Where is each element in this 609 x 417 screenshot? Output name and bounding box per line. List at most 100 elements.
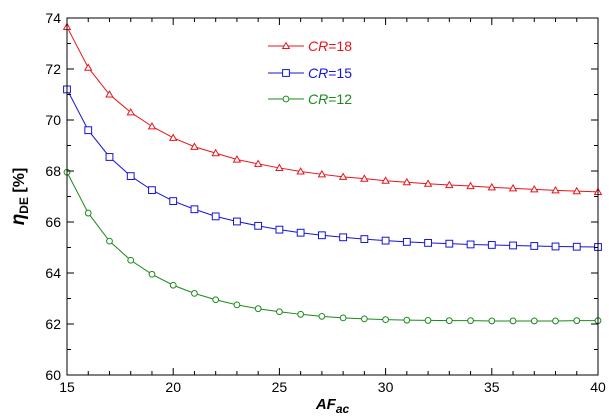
y-axis-title-main: η <box>8 214 29 226</box>
x-tick-label: 30 <box>378 379 394 395</box>
y-tick-label: 66 <box>45 214 61 230</box>
data-point <box>445 239 454 248</box>
data-point <box>169 281 177 289</box>
y-tick-label: 70 <box>45 112 61 128</box>
series-1 <box>62 22 603 195</box>
legend-item: CR=12 <box>268 91 352 107</box>
data-point <box>551 185 560 194</box>
legend-label-var: CR <box>308 38 328 54</box>
data-point <box>424 317 432 324</box>
data-point <box>212 296 220 304</box>
data-point <box>445 180 454 189</box>
data-point <box>190 142 199 150</box>
x-tick-label: 25 <box>272 379 288 395</box>
data-point <box>467 317 474 325</box>
data-point <box>211 212 220 221</box>
x-tick-label: 20 <box>165 379 181 395</box>
data-point <box>360 174 369 182</box>
y-axis-title: ηDE [%] <box>8 168 31 226</box>
data-point <box>360 315 368 323</box>
data-point <box>84 209 92 217</box>
data-point <box>445 317 453 325</box>
y-axis-title-unit: [%] <box>11 168 28 197</box>
series-3 <box>63 168 602 325</box>
data-point <box>148 186 156 195</box>
legend-marker <box>282 69 290 77</box>
legend-label-value: =15 <box>328 65 352 81</box>
data-point <box>275 225 284 234</box>
data-point <box>423 179 433 187</box>
legend-marker <box>281 41 291 50</box>
data-point <box>572 186 582 195</box>
data-point <box>232 155 242 163</box>
y-tick-label: 64 <box>45 265 61 281</box>
data-point <box>530 317 538 325</box>
y-tick-label: 68 <box>45 163 61 179</box>
data-point <box>552 317 559 325</box>
x-tick-label: 15 <box>59 379 75 395</box>
data-point <box>530 242 539 250</box>
y-tick-label: 62 <box>45 316 61 332</box>
x-axis-title-main: AF <box>315 396 337 413</box>
legend-label-value: =12 <box>328 91 352 107</box>
data-point <box>402 237 411 246</box>
y-tick-label: 72 <box>45 61 61 77</box>
data-point <box>509 317 517 325</box>
data-point <box>254 305 262 313</box>
data-point <box>360 235 369 243</box>
data-point <box>339 233 348 242</box>
data-point <box>572 242 581 251</box>
data-point <box>318 312 326 320</box>
data-point <box>466 240 475 249</box>
data-point <box>148 270 156 278</box>
data-point <box>253 159 263 167</box>
y-axis-title-sub: DE <box>17 197 31 214</box>
legend-item: CR=15 <box>268 65 352 81</box>
data-point <box>147 121 157 130</box>
data-point <box>487 182 497 191</box>
data-point <box>402 177 412 186</box>
data-point <box>296 167 305 175</box>
x-axis-title-sub: ac <box>336 402 350 416</box>
data-point <box>106 237 113 245</box>
data-point <box>509 241 517 250</box>
data-point <box>211 148 220 157</box>
legend-label: CR=12 <box>308 91 352 107</box>
data-point <box>573 317 581 325</box>
data-point <box>126 107 135 116</box>
legend-item: CR=18 <box>268 38 352 54</box>
series-layer <box>62 22 603 325</box>
legend-label: CR=18 <box>308 38 352 54</box>
data-point <box>487 241 496 249</box>
series-2 <box>63 85 602 251</box>
data-point <box>105 153 114 161</box>
data-point <box>424 239 432 247</box>
data-point <box>317 231 326 240</box>
y-tick-label: 74 <box>45 10 61 26</box>
data-point <box>403 316 411 324</box>
legend-label-var: CR <box>308 91 328 107</box>
legend-label-value: =18 <box>328 38 352 54</box>
data-point <box>84 126 93 135</box>
data-point <box>508 183 518 192</box>
data-point <box>169 197 178 205</box>
data-point <box>317 169 327 178</box>
data-point <box>551 242 560 251</box>
data-point <box>488 317 496 325</box>
data-point <box>339 314 347 322</box>
data-point <box>168 133 178 141</box>
data-point <box>105 90 114 98</box>
data-point <box>254 221 263 230</box>
data-point <box>126 172 135 180</box>
x-tick-label: 35 <box>484 379 500 395</box>
axes-layer: 15 20 25 30 35 40 60 62 64 66 68 70 72 74 <box>45 10 606 395</box>
data-point <box>338 172 348 180</box>
data-point <box>530 184 539 193</box>
data-point <box>381 176 390 184</box>
data-point <box>382 316 389 324</box>
y-tick-label: 60 <box>45 367 61 383</box>
x-tick-label: 40 <box>590 379 606 395</box>
